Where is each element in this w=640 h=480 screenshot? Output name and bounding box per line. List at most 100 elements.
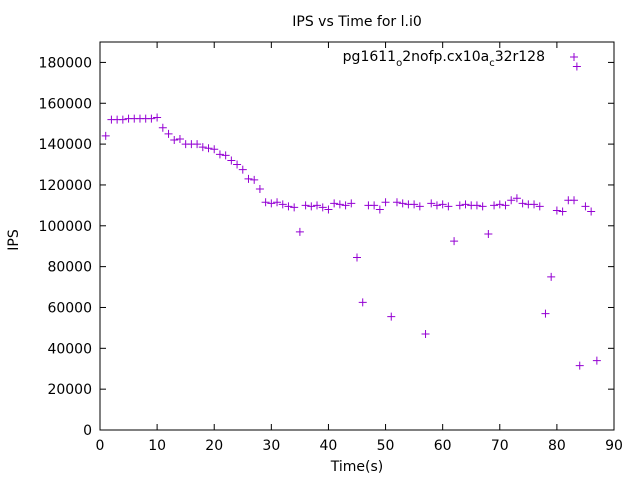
data-point bbox=[507, 196, 516, 205]
data-point bbox=[238, 165, 247, 174]
data-point bbox=[284, 202, 293, 211]
plot-frame bbox=[99, 41, 615, 431]
data-point bbox=[101, 131, 110, 140]
data-point bbox=[570, 196, 579, 205]
x-tick-label: 60 bbox=[434, 438, 452, 454]
data-point bbox=[341, 201, 350, 210]
legend-marker-plus bbox=[570, 53, 578, 61]
y-tick-label: 160000 bbox=[39, 96, 92, 112]
data-point bbox=[575, 361, 584, 370]
data-point bbox=[572, 62, 581, 71]
data-point bbox=[204, 144, 213, 153]
data-point bbox=[233, 160, 242, 169]
x-tick-label: 0 bbox=[96, 438, 105, 454]
x-tick-label: 10 bbox=[148, 438, 166, 454]
data-point bbox=[398, 199, 407, 208]
y-tick-label: 20000 bbox=[47, 382, 92, 398]
data-point bbox=[484, 229, 493, 238]
data-point bbox=[273, 198, 282, 207]
data-point bbox=[381, 198, 390, 207]
data-point bbox=[215, 150, 224, 159]
y-tick-label: 0 bbox=[83, 423, 92, 439]
x-tick-label: 50 bbox=[377, 438, 395, 454]
x-tick-label: 80 bbox=[548, 438, 566, 454]
y-tick-label: 180000 bbox=[39, 55, 92, 71]
x-tick-label: 70 bbox=[491, 438, 509, 454]
data-point bbox=[535, 202, 544, 211]
data-point bbox=[552, 206, 561, 215]
chart-title: IPS vs Time for l.i0 bbox=[292, 14, 422, 30]
data-point bbox=[147, 114, 156, 123]
data-point bbox=[427, 199, 436, 208]
data-point bbox=[472, 201, 481, 210]
data-point bbox=[444, 202, 453, 211]
data-point bbox=[392, 198, 401, 207]
axis-tick-labels: 0 10 20 30 40 50 60 70 80 90 0 20000 40000 60000 80000… bbox=[39, 55, 623, 454]
data-point bbox=[175, 135, 184, 143]
data-point bbox=[370, 201, 379, 210]
data-point bbox=[512, 194, 521, 203]
data-point bbox=[410, 200, 419, 209]
data-point bbox=[318, 203, 327, 212]
data-point bbox=[250, 175, 259, 184]
data-point bbox=[118, 115, 127, 124]
x-tick-label: 40 bbox=[320, 438, 338, 454]
y-axis-label: IPS bbox=[6, 229, 22, 251]
data-point bbox=[387, 312, 396, 321]
legend-entry: pg1611o2nofp.cx10ac32r128 bbox=[343, 49, 545, 69]
data-point bbox=[244, 174, 253, 183]
data-point bbox=[210, 145, 219, 154]
data-point bbox=[353, 253, 361, 262]
data-point bbox=[450, 237, 459, 246]
data-point bbox=[295, 227, 304, 236]
data-point bbox=[581, 202, 590, 211]
y-tick-label: 80000 bbox=[47, 260, 92, 276]
data-point bbox=[501, 201, 510, 210]
data-point bbox=[221, 151, 230, 160]
data-point bbox=[198, 143, 207, 152]
data-point bbox=[478, 202, 487, 211]
data-point bbox=[330, 199, 339, 208]
data-points bbox=[101, 62, 601, 370]
data-point bbox=[164, 129, 173, 138]
y-tick-label: 40000 bbox=[47, 341, 92, 357]
data-point bbox=[335, 200, 344, 209]
data-point bbox=[278, 200, 287, 209]
data-point bbox=[301, 201, 310, 210]
data-point bbox=[490, 201, 499, 210]
data-point bbox=[530, 200, 539, 209]
data-point bbox=[455, 201, 464, 210]
data-point bbox=[375, 205, 384, 214]
data-point bbox=[261, 198, 270, 207]
data-point bbox=[227, 156, 236, 165]
legend-marker bbox=[570, 53, 578, 61]
data-point bbox=[358, 298, 367, 307]
y-tick-label: 120000 bbox=[39, 178, 92, 194]
data-point bbox=[495, 200, 504, 209]
data-point bbox=[541, 309, 550, 318]
x-tick-label: 20 bbox=[205, 438, 223, 454]
x-tick-label: 90 bbox=[605, 438, 623, 454]
data-point bbox=[193, 140, 202, 149]
data-point bbox=[592, 356, 601, 365]
data-point bbox=[153, 113, 162, 122]
data-point bbox=[307, 202, 316, 211]
y-tick-label: 60000 bbox=[47, 300, 92, 316]
data-point bbox=[432, 201, 441, 210]
data-point bbox=[347, 199, 356, 208]
x-axis-label: Time(s) bbox=[330, 459, 383, 475]
data-point bbox=[421, 330, 430, 339]
axis-ticks bbox=[99, 42, 615, 431]
data-point bbox=[158, 123, 167, 132]
data-point bbox=[170, 136, 179, 145]
data-point bbox=[313, 201, 322, 210]
data-point bbox=[558, 207, 567, 216]
x-tick-label: 30 bbox=[262, 438, 280, 454]
data-point bbox=[438, 200, 447, 209]
data-point bbox=[461, 200, 470, 209]
data-point bbox=[267, 199, 276, 208]
data-point bbox=[518, 199, 527, 208]
data-point bbox=[415, 202, 424, 211]
